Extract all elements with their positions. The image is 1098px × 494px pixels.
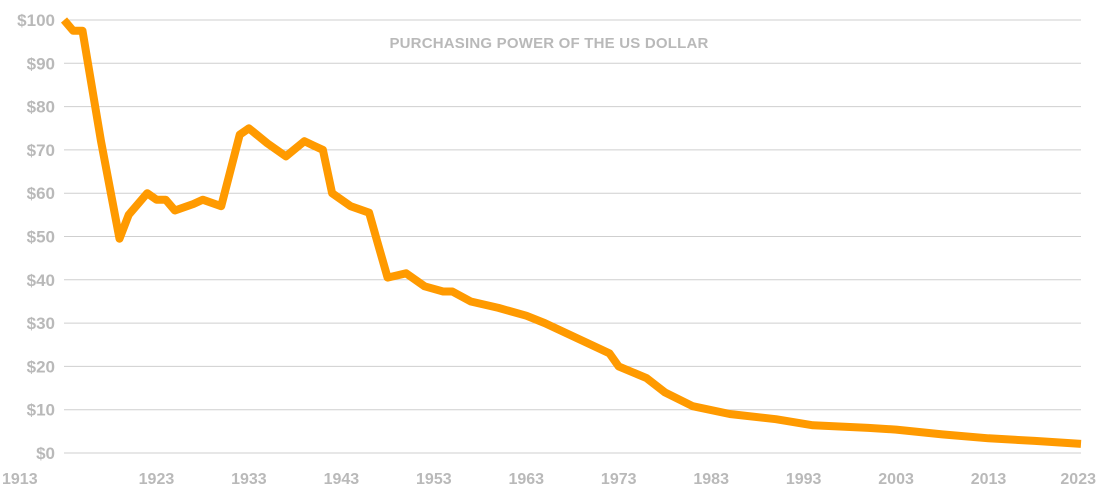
x-tick-label: 1933 — [231, 471, 267, 488]
chart-title: PURCHASING POWER OF THE US DOLLAR — [389, 35, 708, 52]
x-tick-label: 2023 — [1060, 471, 1096, 488]
x-tick-label: 1983 — [693, 471, 729, 488]
y-tick-label: $70 — [27, 141, 55, 160]
x-tick-label: 1973 — [601, 471, 637, 488]
y-tick-label: $30 — [27, 314, 55, 333]
y-tick-label: $60 — [27, 184, 55, 203]
y-tick-label: $10 — [27, 401, 55, 420]
y-tick-label: $40 — [27, 271, 55, 290]
x-tick-label: 1943 — [324, 471, 360, 488]
y-tick-label: $50 — [27, 228, 55, 247]
x-tick-label: 1913 — [2, 471, 38, 488]
y-axis-ticks: $0 $10 $20 $30 $40 $50 $60 $70 $80 $90 $100 — [17, 11, 55, 463]
series-line — [60, 17, 1082, 448]
y-tick-label: $90 — [27, 54, 55, 73]
x-tick-label: 1923 — [139, 471, 175, 488]
y-tick-label: $80 — [27, 98, 55, 117]
x-tick-label: 1953 — [416, 471, 452, 488]
x-tick-label: 1963 — [508, 471, 544, 488]
x-axis-ticks: 1913 1923 1933 1943 1953 1963 1973 1983 1993 2003… — [2, 471, 1096, 488]
y-tick-label: $0 — [36, 444, 55, 463]
y-tick-label: $100 — [17, 11, 55, 30]
y-tick-label: $20 — [27, 357, 55, 376]
x-tick-label: 2013 — [971, 471, 1007, 488]
x-tick-label: 1993 — [786, 471, 822, 488]
gridlines — [64, 19, 1081, 454]
x-tick-label: 2003 — [878, 471, 914, 488]
